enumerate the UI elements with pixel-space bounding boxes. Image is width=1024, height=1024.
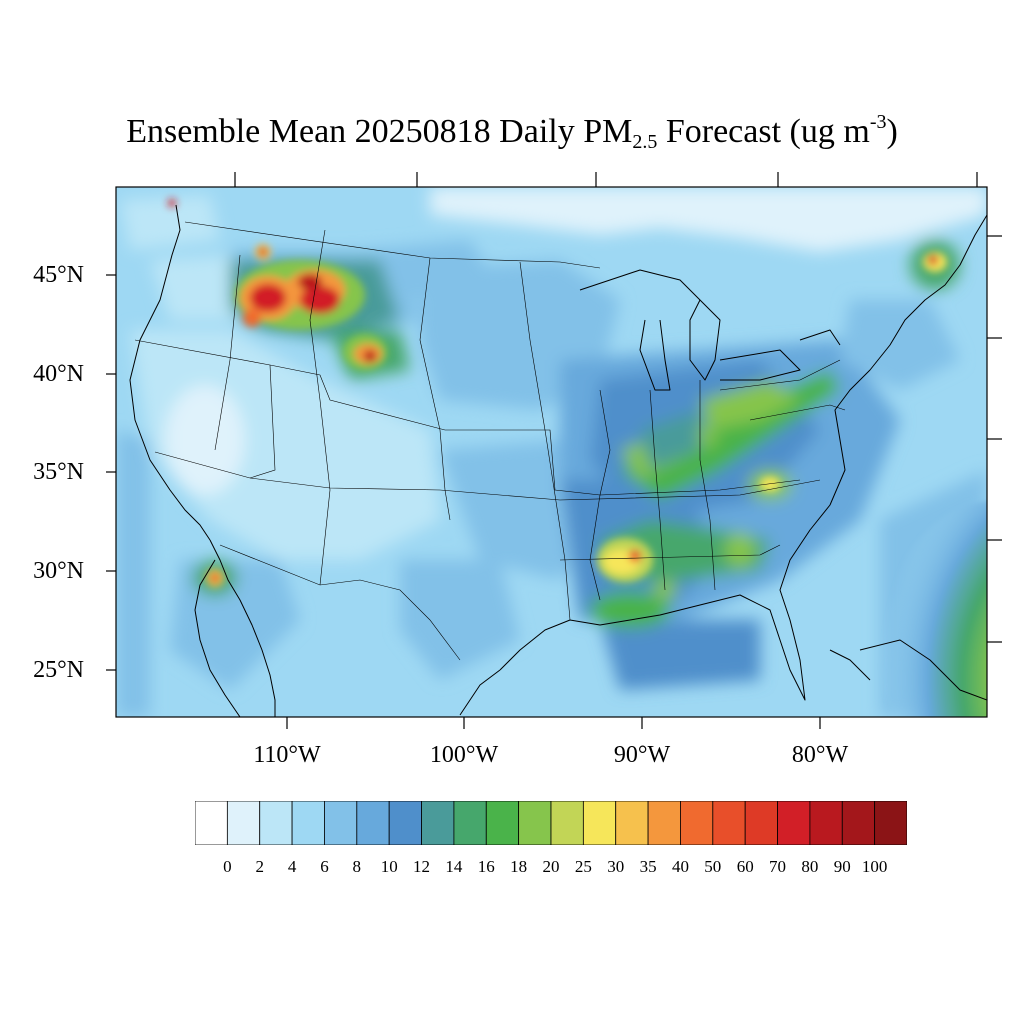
colorbar-swatch xyxy=(485,801,520,845)
colorbar-swatch xyxy=(518,801,552,845)
colorbar-swatch xyxy=(226,801,261,845)
colorbar-label: 0 xyxy=(223,857,232,876)
colorbar-swatch xyxy=(550,801,584,845)
colorbar-swatch xyxy=(712,801,746,845)
colorbar-swatch xyxy=(356,801,390,845)
colorbar-swatch xyxy=(324,801,358,845)
colorbar-swatch xyxy=(259,801,293,845)
lat-label-30: 30°N xyxy=(33,558,84,584)
colorbar-label: 90 xyxy=(833,857,851,876)
colorbar-swatch xyxy=(841,801,876,845)
colorbar-swatch xyxy=(195,801,228,845)
colorbar-swatch xyxy=(874,801,907,845)
colorbar-swatch xyxy=(615,801,649,845)
title-suffix: ) xyxy=(886,113,898,150)
colorbar-label: 20 xyxy=(542,857,560,876)
colorbar-label: 6 xyxy=(320,857,329,876)
title-middle: Forecast (ug m xyxy=(657,113,870,150)
lat-label-45: 45°N xyxy=(33,262,84,288)
tick-marks xyxy=(106,172,1002,729)
colorbar-swatch xyxy=(388,801,422,845)
colorbar-label: 30 xyxy=(607,857,625,876)
lon-label-110w: 110°W xyxy=(253,742,321,768)
title-subscript: 2.5 xyxy=(632,131,658,153)
colorbar-label: 35 xyxy=(639,857,657,876)
colorbar-swatch xyxy=(744,801,778,845)
colorbar-label: 60 xyxy=(736,857,754,876)
colorbar-label: 100 xyxy=(861,857,888,876)
map-frame xyxy=(115,186,988,718)
lat-label-40: 40°N xyxy=(33,361,84,387)
colorbar-swatch xyxy=(680,801,714,845)
lon-label-90w: 90°W xyxy=(613,742,671,768)
lon-label-100w: 100°W xyxy=(429,742,499,768)
colorbar-swatch xyxy=(777,801,811,845)
coastlines xyxy=(129,204,987,717)
colorbar-label: 2 xyxy=(255,857,264,876)
colorbar-label: 14 xyxy=(445,857,463,876)
colorbar-swatch xyxy=(582,801,617,845)
colorbar-label: 25 xyxy=(574,857,592,876)
colorbar-label: 80 xyxy=(801,857,819,876)
colorbar xyxy=(195,801,907,845)
colorbar-label: 10 xyxy=(380,857,398,876)
colorbar-label: 70 xyxy=(769,857,786,876)
colorbar-swatch xyxy=(647,801,681,845)
map-title: Ensemble Mean 20250818 Daily PM2.5 Forec… xyxy=(0,112,1024,152)
colorbar-label: 12 xyxy=(413,857,430,876)
colorbar-swatch xyxy=(421,801,455,845)
title-prefix: Ensemble Mean 20250818 Daily PM xyxy=(126,113,633,150)
tropical-system xyxy=(880,500,987,717)
state-borders xyxy=(134,221,846,661)
colorbar-label: 4 xyxy=(287,857,297,876)
colorbar-label: 8 xyxy=(352,857,362,876)
colorbar-swatch xyxy=(453,801,487,845)
lat-label-35: 35°N xyxy=(33,459,84,485)
colorbar-label: 50 xyxy=(704,857,722,876)
lat-label-25: 25°N xyxy=(33,657,84,683)
title-superscript: -3 xyxy=(869,111,887,133)
concentration-field xyxy=(116,187,987,717)
colorbar-label: 18 xyxy=(510,857,528,876)
colorbar-swatch xyxy=(291,801,325,845)
colorbar-swatch xyxy=(809,801,843,845)
lon-label-80w: 80°W xyxy=(791,742,849,768)
colorbar-label: 16 xyxy=(477,857,495,876)
colorbar-label: 40 xyxy=(672,857,689,876)
